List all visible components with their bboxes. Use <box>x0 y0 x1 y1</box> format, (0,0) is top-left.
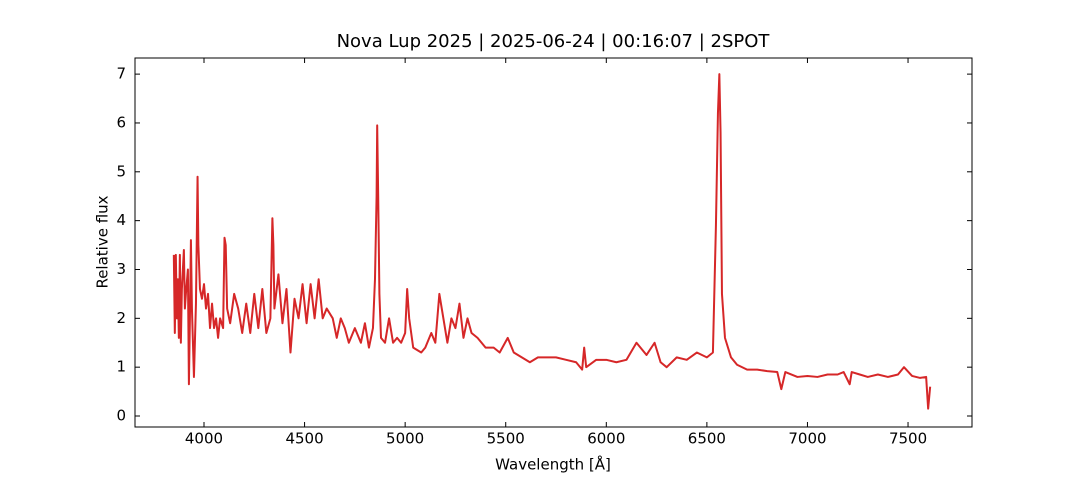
chart-title: Nova Lup 2025 | 2025-06-24 | 00:16:07 | … <box>337 31 771 52</box>
y-tick-label: 0 <box>116 407 126 425</box>
x-tick-label: 6500 <box>688 430 726 448</box>
y-tick-label: 4 <box>116 211 126 229</box>
y-tick-label: 7 <box>116 65 126 83</box>
x-tick-label: 4500 <box>285 430 323 448</box>
x-tick-label: 5000 <box>386 430 424 448</box>
x-axis-label: Wavelength [Å] <box>495 455 611 474</box>
x-tick-label: 5500 <box>487 430 525 448</box>
x-tick-label: 7000 <box>788 430 826 448</box>
y-tick-label: 1 <box>116 358 126 376</box>
x-tick-label: 4000 <box>185 430 223 448</box>
x-tick-label: 7500 <box>889 430 927 448</box>
y-axis-label: Relative flux <box>94 195 112 288</box>
y-tick-label: 2 <box>116 309 126 327</box>
y-tick-label: 5 <box>116 162 126 180</box>
y-tick-label: 3 <box>116 260 126 278</box>
spectrum-line <box>172 73 932 410</box>
x-tick-label: 6000 <box>587 430 625 448</box>
plot-frame <box>134 57 973 428</box>
y-tick-label: 6 <box>116 113 126 131</box>
